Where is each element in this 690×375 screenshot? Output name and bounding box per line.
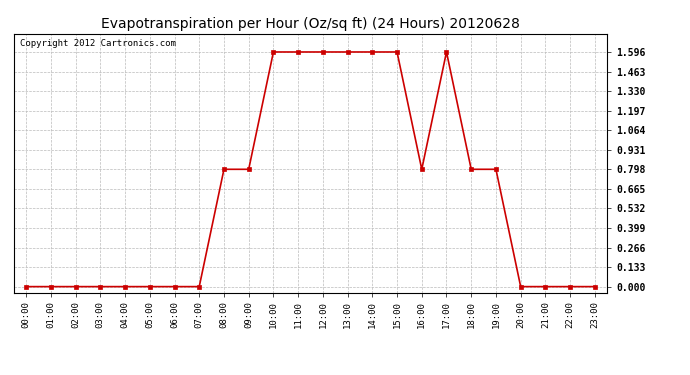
Title: Evapotranspiration per Hour (Oz/sq ft) (24 Hours) 20120628: Evapotranspiration per Hour (Oz/sq ft) (…	[101, 17, 520, 31]
Text: Copyright 2012 Cartronics.com: Copyright 2012 Cartronics.com	[20, 39, 176, 48]
